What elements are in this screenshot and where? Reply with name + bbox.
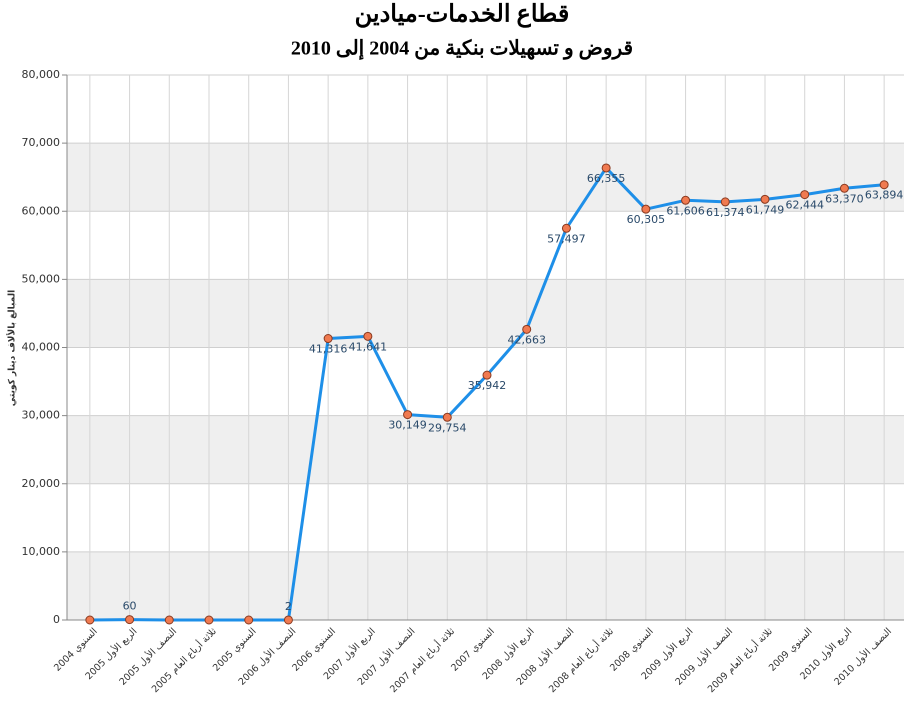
value-label: 61,606 bbox=[666, 204, 705, 217]
y-tick-label: 60,000 bbox=[22, 204, 61, 217]
value-label: 66,355 bbox=[587, 172, 626, 185]
value-label: 57,497 bbox=[547, 232, 586, 245]
plot-band bbox=[67, 143, 904, 212]
plot-band bbox=[67, 279, 904, 348]
value-label: 62,444 bbox=[785, 199, 824, 212]
x-tick-label: ثلاثة أرباع العام 2005 bbox=[148, 624, 219, 695]
y-tick-label: 50,000 bbox=[22, 272, 61, 285]
value-label: 61,374 bbox=[706, 206, 745, 219]
point bbox=[323, 334, 333, 344]
value-label: 60 bbox=[123, 600, 137, 613]
value-label: 41,316 bbox=[309, 343, 348, 356]
point bbox=[641, 204, 651, 214]
chart-subtitle: قروض و تسهيلات بنكية من 2004 إلى 2010 bbox=[291, 38, 633, 61]
y-tick-label: 30,000 bbox=[22, 409, 61, 422]
value-label: 30,149 bbox=[388, 419, 427, 432]
y-tick-label: 20,000 bbox=[22, 477, 61, 490]
value-label: 63,370 bbox=[825, 192, 864, 205]
y-tick-label: 0 bbox=[53, 613, 60, 626]
point bbox=[522, 324, 532, 334]
y-axis-label: المبالغ بالألاف دينار كويتي bbox=[6, 290, 18, 406]
point bbox=[839, 183, 849, 193]
point bbox=[125, 615, 135, 625]
point bbox=[561, 223, 571, 233]
value-label: 29,754 bbox=[428, 421, 467, 434]
value-label: 60,305 bbox=[627, 213, 666, 226]
point bbox=[164, 615, 174, 625]
y-tick-label: 40,000 bbox=[22, 341, 61, 354]
point bbox=[879, 180, 889, 190]
point bbox=[85, 615, 95, 625]
point bbox=[283, 615, 293, 625]
y-tick-label: 10,000 bbox=[22, 545, 61, 558]
point bbox=[482, 370, 492, 380]
value-label: 2 bbox=[285, 600, 292, 613]
point bbox=[403, 410, 413, 420]
y-tick-label: 70,000 bbox=[22, 136, 61, 149]
value-label: 41,641 bbox=[349, 340, 388, 353]
value-label: 42,663 bbox=[507, 333, 546, 346]
point bbox=[720, 197, 730, 207]
plot-band bbox=[67, 551, 904, 620]
x-tick-label: ثلاثة أرباع العام 2009 bbox=[704, 624, 775, 695]
value-label: 61,749 bbox=[746, 203, 785, 216]
plot-band bbox=[67, 415, 904, 484]
point bbox=[442, 412, 452, 422]
chart-title: قطاع الخدمات-ميادين bbox=[355, 2, 570, 29]
y-tick-label: 80,000 bbox=[22, 68, 61, 81]
point bbox=[760, 194, 770, 204]
x-tick-label: ثلاثة أرباع العام 2008 bbox=[546, 624, 617, 695]
value-label: 35,942 bbox=[468, 379, 507, 392]
point bbox=[681, 195, 691, 205]
point bbox=[244, 615, 254, 625]
x-tick-label: ثلاثة أرباع العام 2007 bbox=[387, 624, 458, 695]
point bbox=[800, 190, 810, 200]
value-label: 63,894 bbox=[865, 189, 904, 202]
point bbox=[601, 163, 611, 173]
point bbox=[363, 331, 373, 341]
point bbox=[204, 615, 214, 625]
